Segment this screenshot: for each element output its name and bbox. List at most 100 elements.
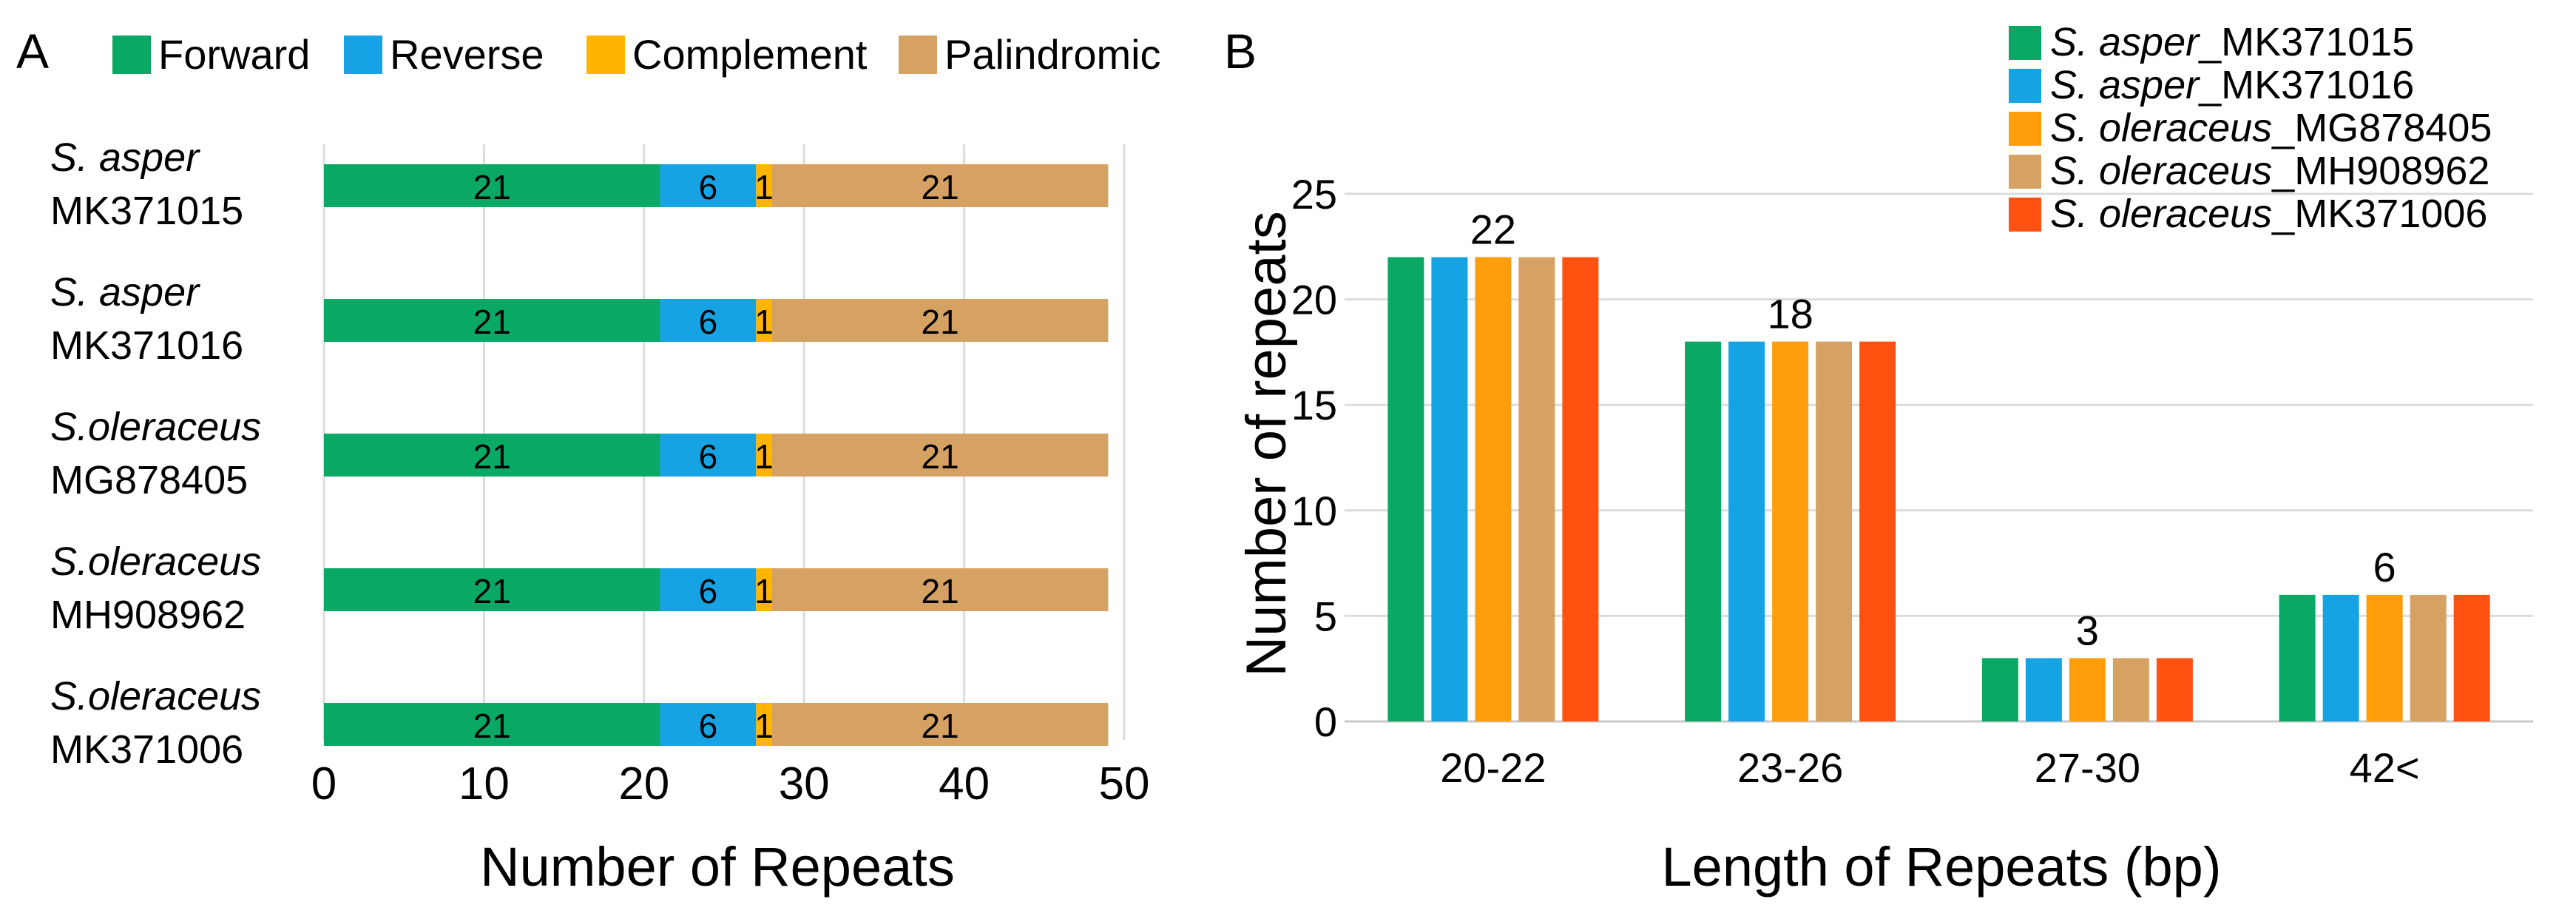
- panel-b-bar-s1: [1387, 257, 1424, 721]
- panel-a-x-tick-label: 0: [311, 758, 337, 809]
- panel-b-legend-species: S. oleraceus: [2050, 106, 2272, 150]
- panel-a-category-accession: MH908962: [50, 593, 246, 637]
- panel-a-bar-value-label: 1: [754, 707, 774, 745]
- panel-a-x-tick-label: 10: [459, 758, 510, 809]
- panel-a-bar-palindromic: [771, 299, 1109, 342]
- panel-b-category-label: 23-26: [1737, 744, 1843, 791]
- panel-b-bar-s3: [1772, 341, 1809, 721]
- panel-b-bar-s3: [2069, 658, 2106, 721]
- panel-a-category-accession: MG878405: [50, 458, 248, 502]
- panel-a-bar-palindromic: [771, 703, 1109, 746]
- panel-b-bars: [1387, 257, 2490, 721]
- panel-a-bar-value-label: 1: [754, 572, 774, 610]
- panel-a-bar-value-label: 21: [473, 572, 511, 610]
- panel-a-bar-forward: [324, 299, 660, 342]
- panel-a-bar-forward: [324, 703, 660, 746]
- panel-b-legend-species: S. asper: [2050, 20, 2200, 64]
- panel-b-bar-s1: [1981, 658, 2018, 721]
- panel-a-legend-label: Reverse: [390, 31, 544, 78]
- panel-a-category-accession: MK371015: [50, 189, 243, 233]
- panel-a-bar-forward: [324, 568, 660, 611]
- panel-b-bar-s5: [1562, 257, 1599, 721]
- panel-a-bar-value-label: 21: [922, 303, 959, 341]
- panel-b-legend-accession: _MK371006: [2271, 192, 2487, 236]
- panel-b-bar-s4: [2410, 594, 2447, 721]
- panel-b-bar-s4: [1816, 341, 1853, 721]
- panel-a-bar-complement: [756, 703, 772, 746]
- panel-a-bar-value-label: 6: [699, 707, 718, 745]
- panel-a-legend-label: Complement: [632, 31, 868, 78]
- panel-b-legend-swatch-s4: [2009, 155, 2041, 189]
- panel-b-legend-accession: _MK371016: [2198, 63, 2414, 107]
- panel-b-chart: B 0 5 10 15 20 25 20-22 23-26 27-30 42< 22 18 3 6 N…: [1224, 20, 2533, 898]
- panel-b-bar-s5: [1859, 341, 1896, 721]
- panel-a-bar-reverse: [660, 703, 757, 746]
- panel-b-y-ticks: 0 5 10 15 20 25: [1291, 171, 1337, 745]
- panel-b-y-tick-label: 5: [1314, 593, 1337, 639]
- panel-a-bar-value-label: 6: [699, 168, 718, 206]
- panel-b-legend-species: S. oleraceus: [2050, 192, 2272, 236]
- panel-b-bar-s2: [2025, 658, 2062, 721]
- panel-b-legend-species: S. asper: [2050, 63, 2200, 107]
- panel-a-bar-complement: [756, 568, 772, 611]
- panel-b-bar-s4: [2112, 658, 2149, 721]
- panel-a-legend-label: Palindromic: [944, 31, 1161, 78]
- panel-a-bar-value-label: 21: [922, 437, 959, 476]
- panel-b-y-tick-label: 10: [1291, 488, 1337, 534]
- panel-b-bar-s5: [2453, 594, 2490, 721]
- panel-b-category-label: 27-30: [2035, 744, 2140, 791]
- panel-b-x-axis-title: Length of Repeats (bp): [1662, 836, 2222, 898]
- panel-a-bar-reverse: [660, 164, 757, 207]
- panel-a-bar-value-label: 21: [473, 437, 511, 476]
- panel-a-bar-reverse: [660, 299, 757, 342]
- panel-b-legend-swatch-s3: [2009, 112, 2041, 146]
- panel-a-bar-value-label: 6: [699, 303, 718, 341]
- panel-a-category-species: S.oleraceus: [50, 674, 261, 718]
- panel-b-bar-s5: [2156, 658, 2193, 721]
- panel-a-x-ticks: 0 10 20 30 40 50: [311, 758, 1150, 809]
- panel-b-y-tick-label: 15: [1291, 382, 1337, 428]
- panel-a-category-species: S. asper: [50, 270, 200, 314]
- panel-b-y-axis-title: Number of repeats: [1235, 211, 1298, 676]
- panel-b-bar-s1: [2279, 594, 2316, 721]
- panel-b-y-tick-label: 20: [1291, 277, 1337, 323]
- panel-a-bar-value-label: 21: [922, 707, 959, 745]
- panel-b-legend-label: S. asper_MK371016: [2050, 63, 2414, 107]
- panel-b-legend-swatch-s1: [2009, 26, 2041, 60]
- panel-b-category-labels: 20-22 23-26 27-30 42<: [1440, 744, 2419, 791]
- panel-a-bar-palindromic: [771, 164, 1109, 207]
- panel-a-legend-swatch-complement: [586, 36, 625, 74]
- panel-b-bar-s3: [1475, 257, 1512, 721]
- panel-b-bar-s2: [2322, 594, 2359, 721]
- panel-b-data-label: 3: [2076, 607, 2099, 653]
- panel-a-bar-complement: [756, 434, 772, 477]
- panel-b-data-label: 18: [1767, 291, 1813, 337]
- panel-b-bar-s2: [1431, 257, 1468, 721]
- panel-b-letter: B: [1224, 24, 1257, 78]
- panel-a-bar-value-label: 1: [754, 437, 774, 476]
- panel-a-legend: Forward Reverse Complement Palindromic: [112, 31, 1161, 78]
- panel-a-bar-complement: [756, 299, 772, 342]
- panel-a-category-species: S. asper: [50, 135, 200, 180]
- panel-b-legend-species: S. oleraceus: [2050, 149, 2272, 193]
- panel-b-data-label: 22: [1470, 206, 1516, 253]
- panel-b-category-label: 42<: [2350, 744, 2420, 791]
- panel-a-x-tick-label: 30: [779, 758, 830, 809]
- panel-a-bar-palindromic: [771, 568, 1109, 611]
- panel-b-legend-label: S. oleraceus_MH908962: [2050, 149, 2489, 193]
- panel-b-bar-s4: [1518, 257, 1555, 721]
- panel-a-bar-forward: [324, 164, 660, 207]
- panel-a-bar-value-label: 21: [473, 707, 511, 745]
- panel-a-bar-value-label: 21: [473, 168, 511, 206]
- panel-b-legend-swatch-s2: [2009, 69, 2041, 103]
- panel-b-y-tick-label: 0: [1314, 698, 1337, 745]
- panel-a-x-tick-label: 50: [1099, 758, 1150, 809]
- panel-a-bar-value-label: 6: [699, 437, 718, 476]
- panel-b-legend-label: S. oleraceus_MG878405: [2050, 106, 2492, 150]
- panel-b-category-label: 20-22: [1440, 744, 1546, 791]
- panel-a-x-axis-title: Number of Repeats: [480, 836, 955, 898]
- panel-b-legend-swatch-s5: [2009, 198, 2041, 232]
